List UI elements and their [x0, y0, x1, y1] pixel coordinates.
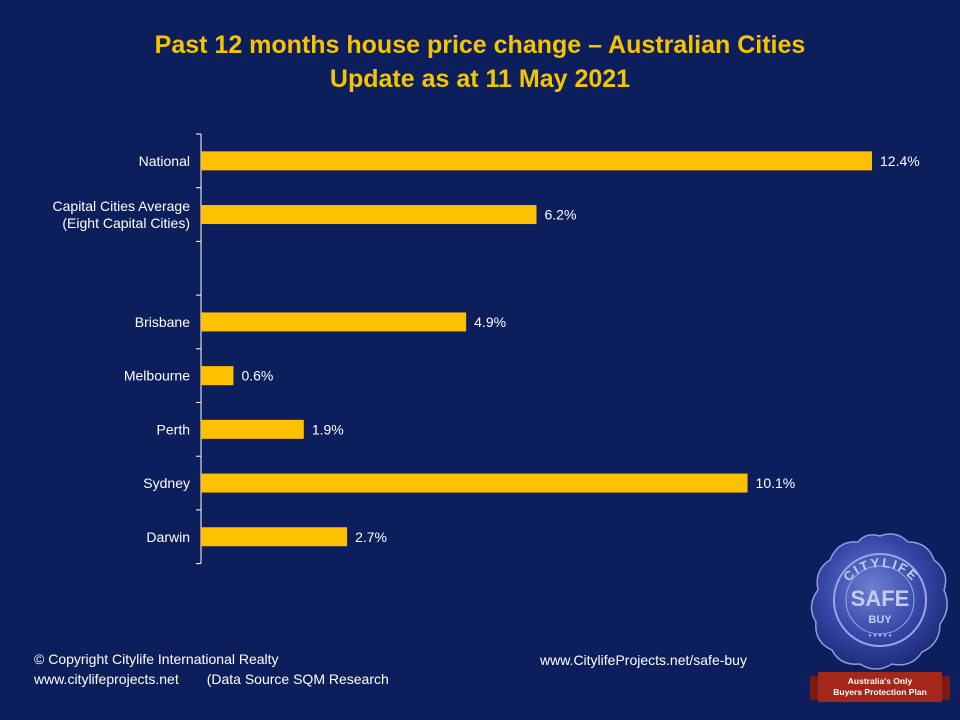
- seal-ribbon-line-2: Buyers Protection Plan: [833, 687, 927, 697]
- data-label: 1.9%: [312, 421, 344, 437]
- data-label: 10.1%: [756, 475, 796, 491]
- seal-text-main: SAFE: [851, 586, 910, 611]
- title-line-1: Past 12 months house price change – Aust…: [154, 31, 806, 59]
- seal-text-sub: BUY: [868, 614, 892, 626]
- data-label: 0.6%: [241, 368, 273, 384]
- data-label: 6.2%: [545, 207, 577, 223]
- bar: [201, 419, 304, 439]
- bar: [201, 312, 467, 332]
- footer-left: © Copyright Citylife International Realt…: [34, 649, 389, 689]
- bar: [201, 473, 748, 493]
- data-label: 12.4%: [880, 153, 920, 169]
- data-label: 4.9%: [474, 314, 506, 330]
- footer-website-link[interactable]: www.citylifeprojects.net: [34, 671, 179, 687]
- category-label: National: [139, 153, 190, 169]
- category-label: Brisbane: [135, 314, 190, 330]
- chart-title: Past 12 months house price change – Aust…: [0, 28, 960, 96]
- category-label: Perth: [157, 421, 190, 437]
- bar: [201, 151, 872, 171]
- category-label: Capital Cities Average (Eight Capital Cit…: [53, 198, 191, 231]
- data-source-text: (Data Source SQM Research: [206, 671, 389, 687]
- category-label: Sydney: [143, 475, 190, 491]
- category-label: Melbourne: [124, 368, 190, 384]
- seal-ribbon-line-1: Australia's Only: [848, 676, 913, 686]
- bar: [201, 366, 234, 386]
- category-label: Darwin: [146, 529, 190, 545]
- bar: [201, 205, 537, 225]
- bar: [201, 527, 348, 547]
- title-line-2: Update as at 11 May 2021: [329, 65, 631, 93]
- bar-chart: National 12.4% Capital Cities Average (Eigh…: [53, 133, 920, 565]
- safe-buy-seal-logo: CITYLIFE SAFE BUY • • • • • Australia's …: [810, 533, 950, 702]
- safe-buy-url[interactable]: www.CitylifeProjects.net/safe-buy: [540, 652, 747, 668]
- svg-text:• • • • •: • • • • •: [869, 631, 892, 640]
- data-label: 2.7%: [355, 529, 387, 545]
- copyright-text: © Copyright Citylife International Realt…: [34, 651, 279, 667]
